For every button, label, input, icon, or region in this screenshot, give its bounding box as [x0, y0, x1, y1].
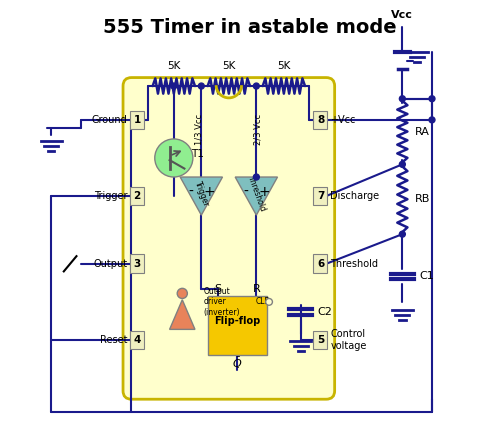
Text: Output
driver
(inverter): Output driver (inverter)	[204, 287, 240, 317]
Text: 5K: 5K	[277, 61, 290, 71]
FancyBboxPatch shape	[314, 254, 328, 273]
Text: 6: 6	[317, 259, 324, 269]
FancyBboxPatch shape	[130, 111, 144, 129]
Text: Trigger: Trigger	[192, 180, 210, 208]
Text: Control
voltage: Control voltage	[330, 329, 367, 351]
Text: 7: 7	[317, 191, 324, 201]
Text: 5K: 5K	[167, 61, 180, 71]
Circle shape	[400, 96, 406, 102]
Circle shape	[171, 83, 177, 89]
Text: RB: RB	[415, 194, 430, 204]
Text: Output: Output	[93, 259, 128, 269]
Circle shape	[400, 161, 406, 167]
Text: $\bar{Q}$: $\bar{Q}$	[232, 356, 242, 371]
Circle shape	[177, 288, 188, 299]
Text: Flip-flop: Flip-flop	[214, 316, 260, 326]
Circle shape	[429, 117, 435, 123]
Text: Discharge: Discharge	[330, 191, 380, 201]
Text: C1: C1	[420, 271, 434, 282]
Text: +: +	[203, 185, 215, 199]
FancyBboxPatch shape	[130, 187, 144, 205]
Text: 1: 1	[134, 115, 140, 125]
Text: Trigger: Trigger	[94, 191, 128, 201]
Text: -: -	[244, 185, 248, 199]
Text: T1: T1	[190, 149, 203, 159]
Text: 2: 2	[134, 191, 140, 201]
Text: S: S	[214, 284, 222, 294]
Text: 8: 8	[317, 115, 324, 125]
Text: 2/3 Vcc: 2/3 Vcc	[254, 114, 263, 145]
Polygon shape	[170, 300, 195, 329]
Text: 1/3 Vcc: 1/3 Vcc	[194, 114, 203, 145]
Text: 5: 5	[317, 335, 324, 345]
FancyBboxPatch shape	[130, 254, 144, 273]
Text: -: -	[188, 185, 193, 199]
Circle shape	[254, 83, 260, 89]
Text: CLR: CLR	[256, 297, 270, 306]
Circle shape	[266, 299, 272, 305]
Text: Reset: Reset	[100, 335, 128, 345]
Text: +Vcc: +Vcc	[330, 115, 356, 125]
Polygon shape	[235, 177, 278, 215]
FancyBboxPatch shape	[314, 187, 328, 205]
Text: Threshold: Threshold	[330, 259, 378, 269]
FancyBboxPatch shape	[314, 331, 328, 349]
Text: C2: C2	[318, 308, 332, 317]
Circle shape	[254, 174, 260, 180]
FancyBboxPatch shape	[123, 78, 334, 399]
FancyBboxPatch shape	[208, 296, 267, 355]
Text: 3: 3	[134, 259, 140, 269]
Text: +: +	[258, 185, 270, 199]
Text: Ground: Ground	[92, 115, 128, 125]
Text: 555 Timer in astable mode: 555 Timer in astable mode	[103, 18, 397, 37]
Text: Threshold: Threshold	[246, 175, 267, 213]
Text: RA: RA	[415, 127, 430, 136]
Circle shape	[429, 96, 435, 102]
FancyBboxPatch shape	[130, 331, 144, 349]
Text: R: R	[252, 284, 260, 294]
Text: 5K: 5K	[222, 61, 235, 71]
Text: 4: 4	[134, 335, 140, 345]
Circle shape	[155, 139, 193, 177]
Circle shape	[198, 83, 204, 89]
Circle shape	[400, 231, 406, 237]
Text: Vcc: Vcc	[392, 10, 413, 20]
Polygon shape	[180, 177, 222, 215]
FancyBboxPatch shape	[314, 111, 328, 129]
